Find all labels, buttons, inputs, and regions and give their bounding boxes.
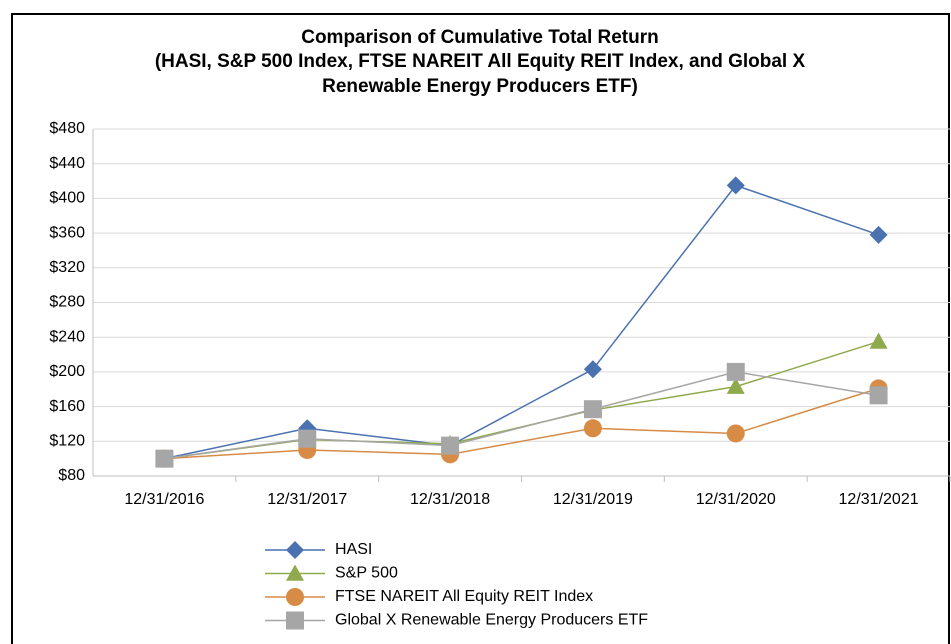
series-line <box>164 371 879 460</box>
x-tick-label: 12/31/2020 <box>696 491 776 508</box>
y-tick-label: $440 <box>49 155 85 172</box>
y-tick-label: $240 <box>49 328 85 345</box>
data-point <box>583 400 602 419</box>
y-tick-label: $400 <box>49 190 85 207</box>
data-point <box>869 225 888 244</box>
chart-title: Renewable Energy Producers ETF) <box>322 76 638 97</box>
data-point <box>869 386 888 405</box>
data-point <box>726 424 745 443</box>
legend-label: S&P 500 <box>335 565 398 582</box>
data-point <box>869 332 888 349</box>
legend-label: Global X Renewable Energy Producers ETF <box>335 612 648 629</box>
y-tick-label: $200 <box>49 363 85 380</box>
y-tick-label: $160 <box>49 398 85 415</box>
series-line <box>164 184 879 460</box>
data-point <box>155 449 174 468</box>
x-tick-label: 12/31/2021 <box>839 491 919 508</box>
data-point <box>583 360 602 379</box>
chart-title: Comparison of Cumulative Total Return <box>301 27 659 48</box>
legend-label: FTSE NAREIT All Equity REIT Index <box>335 588 593 605</box>
data-point <box>726 362 745 381</box>
series-line <box>164 387 879 460</box>
y-tick-label: $120 <box>49 433 85 450</box>
y-tick-label: $480 <box>49 120 85 137</box>
legend-marker <box>286 588 304 606</box>
legend-label: HASI <box>335 541 372 558</box>
legend-marker <box>286 541 304 559</box>
data-point <box>726 377 745 394</box>
data-point <box>583 419 602 438</box>
y-tick-label: $320 <box>49 259 85 276</box>
y-tick-label: $360 <box>49 224 85 241</box>
data-point <box>298 429 317 448</box>
x-tick-label: 12/31/2016 <box>124 491 204 508</box>
legend-marker <box>286 611 304 630</box>
x-tick-label: 12/31/2018 <box>410 491 490 508</box>
frame <box>11 13 950 644</box>
y-tick-label: $80 <box>58 467 85 484</box>
legend-marker <box>286 564 304 581</box>
x-tick-label: 12/31/2019 <box>553 491 633 508</box>
x-tick-label: 12/31/2017 <box>267 491 347 508</box>
data-point <box>441 436 460 455</box>
y-tick-label: $280 <box>49 294 85 311</box>
data-point <box>726 176 745 195</box>
chart-title: (HASI, S&P 500 Index, FTSE NAREIT All Eq… <box>155 51 806 72</box>
